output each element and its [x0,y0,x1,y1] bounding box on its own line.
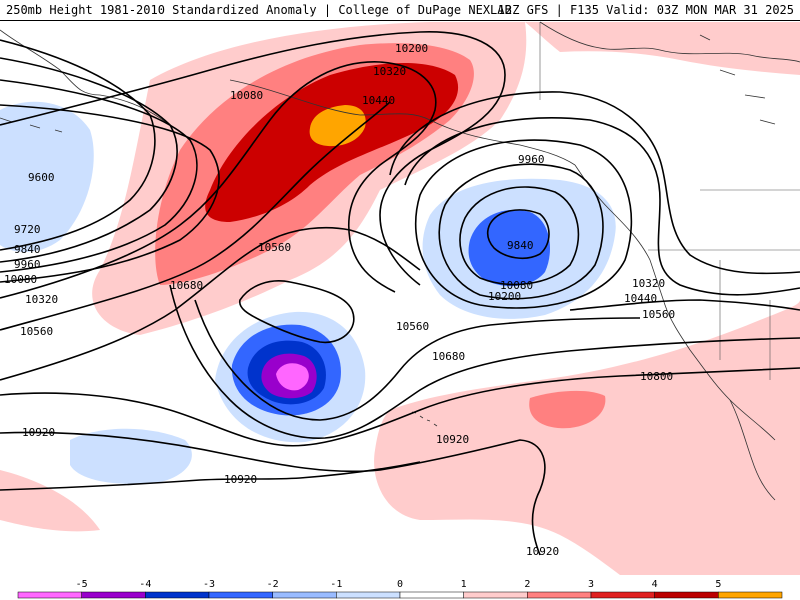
colorbar-swatches [17,591,783,599]
colorbar-tick-label: 5 [715,579,721,590]
political-borders [539,22,800,380]
canada-bc-coastline [574,164,776,441]
contour-label: 9960 [14,258,41,271]
contour-label: 10320 [373,65,406,78]
contour-label: 10440 [362,94,395,107]
height-contour [0,39,156,251]
height-contour [0,31,506,286]
height-contour [404,117,800,296]
height-contour [0,101,391,331]
contour-label: 10200 [395,42,428,55]
colorbar-tick-label: 3 [588,579,594,590]
colorbar-canvas: -5 -4 -3 -2 -1 0 1 2 3 4 5 [17,579,783,599]
colorbar-tick-label: -2 [267,579,279,590]
height-contour [438,163,604,300]
colorbar-swatch [654,591,719,599]
colorbar-tick-label: -5 [76,579,88,590]
contour-label: 9960 [518,153,545,166]
run-info: 12Z GFS | F135 Valid: 03Z MON MAR 31 202… [497,3,794,17]
height-contour [0,61,437,299]
height-contour [0,461,421,491]
contour-label: 10440 [624,292,657,305]
colorbar-swatch [399,591,464,599]
colorbar-swatch [463,591,528,599]
colorbar-tick-label: 0 [397,579,403,590]
aleutian-islands [0,117,63,133]
contour-label: 10800 [640,370,673,383]
colorbar-swatch [718,591,783,599]
height-contour [194,299,641,421]
height-contour [238,280,355,344]
alaska-coastline [0,29,576,166]
anomaly-minus-1-region [0,101,94,252]
title-bar: 250mb Height 1981-2010 Standardized Anom… [0,0,800,21]
contour-label: 9840 [14,243,41,256]
contour-label: 9840 [507,239,534,252]
contour-label: 10560 [20,325,53,338]
anomaly-plus-2-region [529,390,606,429]
anomaly-plus-1-region [525,22,800,75]
contour-label: 10560 [396,320,429,333]
colorbar-swatch [145,591,210,599]
height-contour [0,57,178,263]
contour-label: 10920 [22,426,55,439]
colorbar-swatch [17,591,82,599]
contour-label: 10320 [25,293,58,306]
height-contour [0,431,546,556]
colorbar-ticks: -5 -4 -3 -2 -1 0 1 2 3 4 5 [76,579,722,590]
contour-label: 10920 [224,473,257,486]
anomaly-colorbar: -5 -4 -3 -2 -1 0 1 2 3 4 5 [0,575,800,600]
us-canada-border [539,22,800,380]
contour-label: 10080 [230,89,263,102]
map-canvas: 10200 10320 10440 10080 9600 9720 9840 9… [0,21,800,575]
contour-label: 10080 [500,279,533,292]
positive-anomaly-fill [0,22,800,575]
contour-label: 10920 [526,545,559,558]
contour-label: 9720 [14,223,41,236]
contour-label: 10320 [632,277,665,290]
anomaly-plus-1-region [374,300,800,575]
colorbar-swatch [590,591,655,599]
baja-coastline [729,399,776,501]
colorbar-swatch [81,591,146,599]
map-panel: 10200 10320 10440 10080 9600 9720 9840 9… [0,21,800,575]
contour-label: 10200 [488,290,521,303]
contour-label: 9600 [28,171,55,184]
colorbar-tick-label: -4 [139,579,151,590]
height-contour [459,186,580,286]
colorbar-tick-label: -3 [203,579,215,590]
contour-label: 10560 [258,241,291,254]
colorbar-swatch [272,591,337,599]
height-contour [415,139,633,309]
height-contour [169,284,800,439]
height-contour [486,209,550,260]
colorbar-swatch [527,591,592,599]
anomaly-plus-4-region [309,105,366,147]
colorbar-tick-label: 1 [461,579,467,590]
colorbar-swatch [208,591,273,599]
height-contour [569,299,800,311]
colorbar-swatch [336,591,401,599]
contour-labels: 10200 10320 10440 10080 9600 9720 9840 9… [4,42,675,558]
colorbar-tick-label: -1 [330,579,342,590]
anomaly-plus-1-region [0,470,100,532]
contour-label: 10560 [642,308,675,321]
northern-coastline [539,21,800,125]
colorbar-tick-label: 2 [524,579,530,590]
coastlines [0,21,800,501]
product-title: 250mb Height 1981-2010 Standardized Anom… [6,3,512,17]
anomaly-minus-5-region [276,363,309,391]
height-contour [389,91,800,275]
contour-label: 10680 [170,279,203,292]
contour-label: 10920 [436,433,469,446]
height-contour [0,226,421,381]
colorbar-tick-label: 4 [652,579,658,590]
height-contour [0,367,800,447]
contour-label: 10680 [432,350,465,363]
anomaly-minus-1-region [70,428,192,484]
height-contours [0,31,800,556]
contour-label: 10080 [4,273,37,286]
